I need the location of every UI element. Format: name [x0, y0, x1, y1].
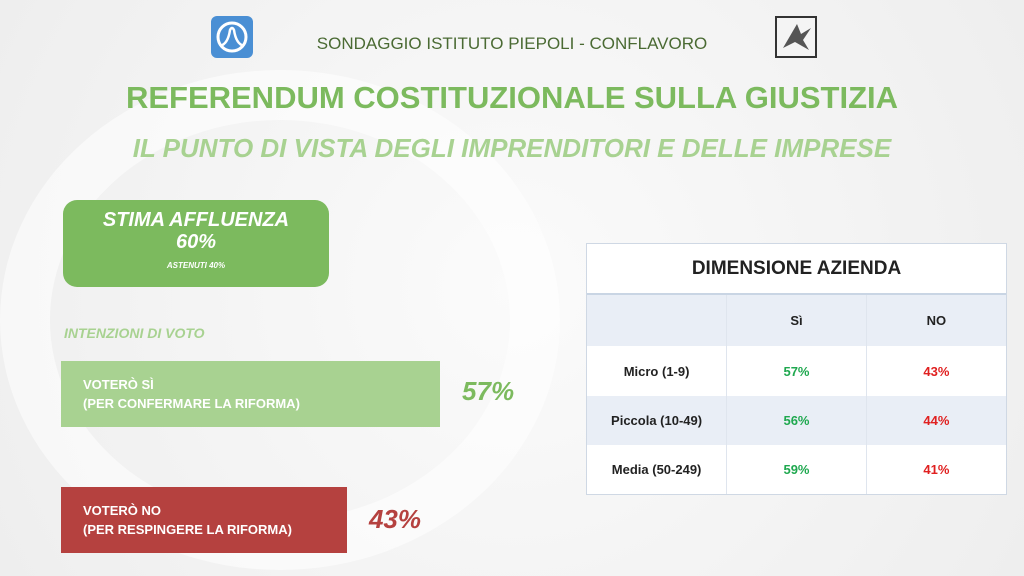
- turnout-value: 60%: [175, 231, 217, 253]
- table-row: Micro (1-9) 57% 43%: [587, 346, 1006, 396]
- bar-yes-sublabel: (PER CONFERMARE LA RIFORMA): [83, 396, 300, 411]
- bar-yes-label: VOTERÒ SÌ: [83, 377, 154, 392]
- bar-yes: VOTERÒ SÌ (PER CONFERMARE LA RIFORMA): [61, 361, 441, 427]
- company-size-table: DIMENSIONE AZIENDA Sì NO Micro (1-9) 57% 43…: [586, 243, 1007, 495]
- table-header-empty: [587, 294, 727, 347]
- table-header-no: NO: [865, 294, 1006, 347]
- page-title: REFERENDUM COSTITUZIONALE SULLA GIUSTIZI…: [125, 80, 899, 115]
- yes-cell: 57%: [726, 346, 867, 396]
- no-cell: 43%: [865, 346, 1006, 396]
- table-title: DIMENSIONE AZIENDA: [587, 244, 1006, 295]
- piepoli-logo: [211, 16, 253, 58]
- yes-cell: 56%: [726, 395, 867, 445]
- row-label: Piccola (10-49): [587, 395, 727, 445]
- page-subtitle: IL PUNTO DI VISTA DEGLI IMPRENDITORI E D…: [132, 133, 892, 163]
- turnout-label: STIMA AFFLUENZA: [102, 209, 290, 231]
- conflavoro-logo: [775, 16, 817, 58]
- abstain-label: ASTENUTI 40%: [166, 261, 226, 270]
- no-cell: 41%: [865, 444, 1006, 494]
- table-header-yes: Sì: [726, 294, 867, 347]
- turnout-card: STIMA AFFLUENZA 60% ASTENUTI 40%: [63, 200, 329, 287]
- bar-no-label: VOTERÒ NO: [83, 503, 162, 518]
- row-label: Media (50-249): [611, 461, 702, 477]
- bar-no-sublabel: (PER RESPINGERE LA RIFORMA): [83, 522, 292, 537]
- yes-cell: 59%: [726, 444, 867, 494]
- table-row: Piccola (10-49) 56% 44%: [587, 395, 1006, 445]
- row-label: Micro (1-9): [623, 363, 690, 379]
- table-row: Media (50-249) 59% 41%: [587, 444, 1006, 494]
- no-cell: 44%: [865, 395, 1006, 445]
- bar-no: VOTERÒ NO (PER RESPINGERE LA RIFORMA): [61, 487, 347, 553]
- chart-title: INTENZIONI DI VOTO: [64, 325, 205, 341]
- header-text: SONDAGGIO ISTITUTO PIEPOLI - CONFLAVORO: [316, 34, 708, 53]
- bar-no-value: 43%: [368, 504, 421, 534]
- bar-yes-value: 57%: [462, 376, 515, 406]
